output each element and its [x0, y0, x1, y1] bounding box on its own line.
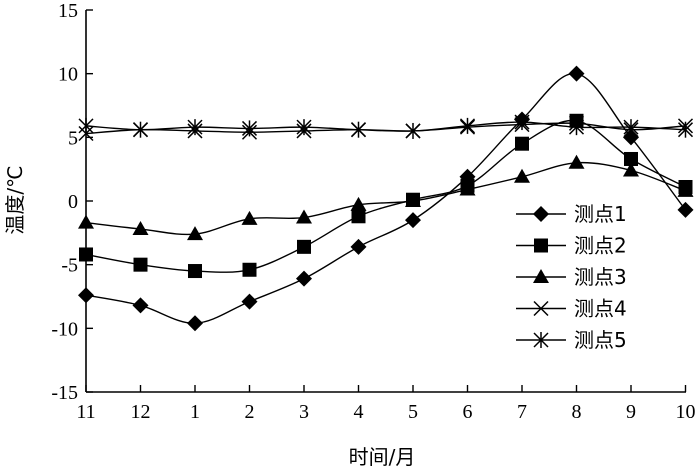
y-tick-label: -5: [61, 255, 78, 277]
x-tick-label: 11: [76, 401, 95, 423]
data-point: [623, 162, 639, 177]
legend-item-4: 测点4: [516, 297, 627, 321]
y-tick-label: -15: [51, 382, 78, 404]
data-point: [78, 287, 94, 304]
data-point: [188, 264, 202, 279]
legend-item-3: 测点3: [516, 265, 627, 289]
data-point: [515, 136, 529, 151]
series-1: [78, 65, 694, 332]
data-point: [350, 238, 367, 255]
y-tick-label: 0: [68, 191, 78, 213]
data-point: [242, 262, 257, 277]
data-point: [514, 168, 530, 183]
data-point: [459, 117, 476, 134]
data-point: [351, 209, 366, 224]
x-tick-label: 3: [299, 401, 309, 423]
legend-label: 测点1: [574, 202, 627, 226]
legend-marker: [534, 238, 548, 253]
x-tick-label: 5: [408, 401, 418, 423]
data-point: [187, 226, 203, 241]
data-point: [296, 119, 312, 136]
x-tick-label: 9: [626, 401, 636, 423]
legend-item-2: 测点2: [516, 234, 627, 258]
data-point: [568, 65, 585, 82]
legend-label: 测点3: [574, 265, 627, 289]
data-point: [623, 119, 639, 136]
series-5: [78, 114, 694, 139]
x-tick-label: 12: [131, 401, 151, 423]
x-tick-label: 6: [463, 401, 473, 423]
legend-label: 测点5: [574, 328, 627, 352]
data-point: [677, 201, 694, 218]
data-point: [132, 297, 149, 314]
data-point: [350, 196, 367, 211]
y-tick-label: 15: [58, 0, 78, 22]
y-tick-label: 10: [58, 64, 78, 86]
series-3: [78, 154, 694, 241]
data-point: [296, 270, 312, 287]
legend-marker: [533, 206, 549, 222]
x-tick-label: 1: [190, 401, 200, 423]
data-point: [624, 151, 638, 166]
data-point: [677, 121, 694, 138]
x-tick-label: 10: [676, 401, 696, 423]
data-point: [297, 239, 311, 254]
legend-label: 测点2: [574, 234, 627, 258]
data-point: [405, 193, 421, 207]
legend-marker: [533, 300, 549, 317]
x-tick-label: 2: [245, 401, 255, 423]
data-point: [78, 117, 94, 134]
data-point: [459, 181, 476, 196]
legend-item-1: 测点1: [516, 202, 627, 226]
legend-marker: [533, 332, 549, 348]
data-point: [79, 247, 93, 262]
x-tick-label: 8: [572, 401, 582, 423]
data-point: [241, 293, 258, 310]
data-point: [568, 119, 585, 136]
data-point: [132, 221, 149, 236]
data-point: [133, 257, 148, 272]
data-point: [132, 121, 149, 138]
data-point: [405, 212, 421, 229]
y-tick-label: 5: [68, 127, 78, 149]
x-tick-label: 7: [517, 401, 527, 423]
data-point: [677, 182, 694, 197]
data-point: [405, 122, 421, 139]
y-tick-label: -10: [51, 318, 78, 340]
legend-label: 测点4: [574, 297, 627, 321]
series-line-5: [85, 121, 686, 132]
data-point: [78, 214, 94, 229]
y-axis-title: 温度/℃: [3, 165, 27, 234]
data-point: [296, 209, 312, 224]
legend-item-5: 测点5: [516, 328, 627, 352]
data-point: [514, 114, 530, 131]
series-layer: [78, 65, 694, 332]
x-tick-label: 4: [354, 401, 364, 423]
data-point: [187, 315, 203, 332]
data-point: [241, 210, 258, 225]
data-point: [241, 120, 258, 137]
x-axis-title: 时间/月: [349, 445, 416, 469]
data-point: [187, 119, 203, 136]
legend-marker: [533, 269, 549, 283]
legend: 测点1 测点2 测点3 测点4 测点5: [516, 202, 627, 352]
data-point: [350, 121, 367, 138]
data-point: [568, 154, 585, 169]
